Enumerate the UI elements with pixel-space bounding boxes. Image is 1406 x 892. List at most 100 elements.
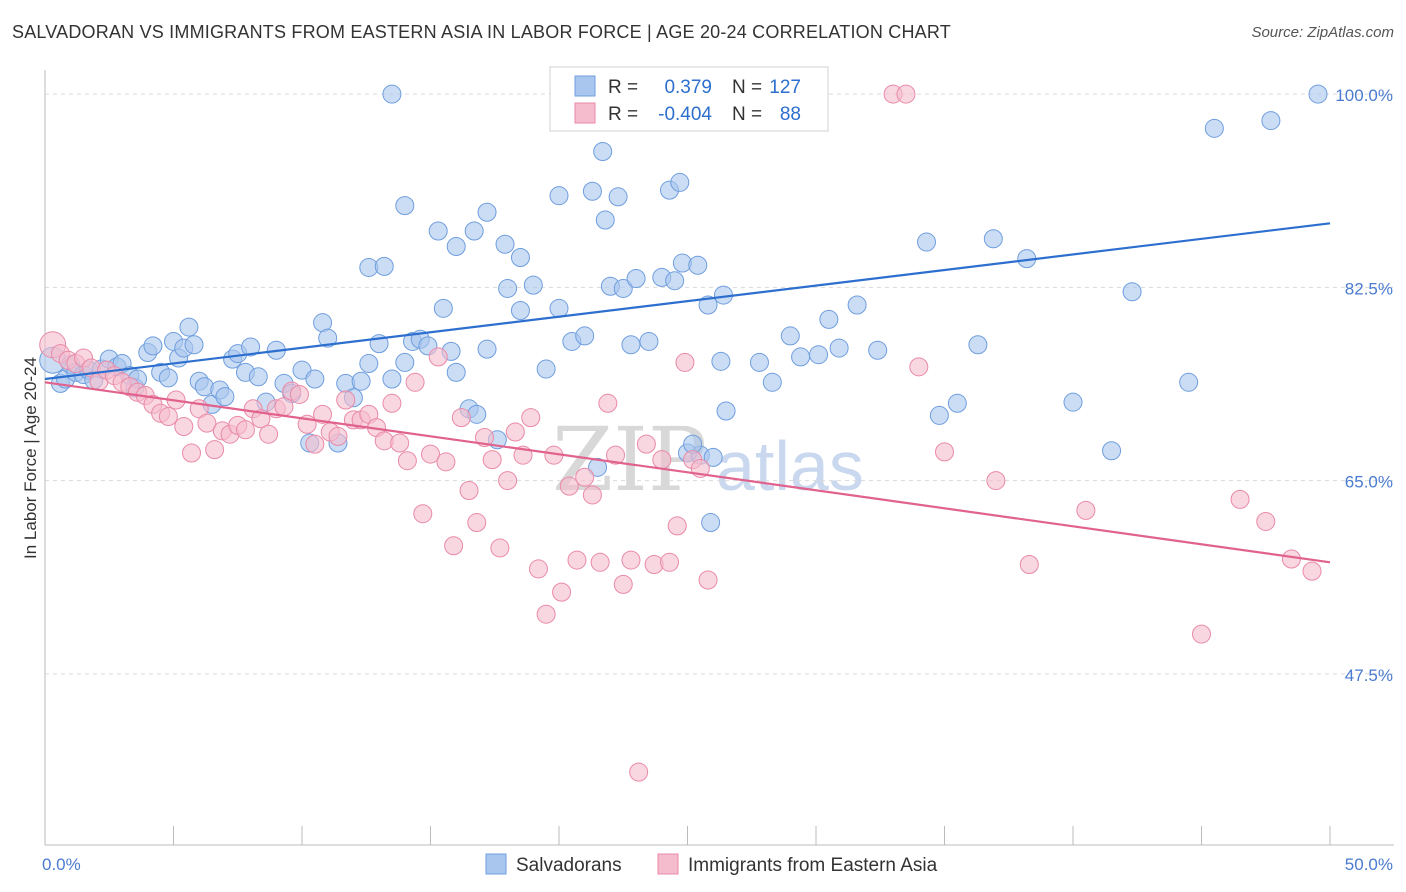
eastern-asia-point xyxy=(528,559,548,579)
eastern-asia-point xyxy=(621,550,641,570)
salvadoran-point xyxy=(749,352,769,372)
chart-source: Source: ZipAtlas.com xyxy=(1251,24,1394,41)
eastern-asia-point xyxy=(436,452,456,472)
salvadoran-point xyxy=(510,248,530,268)
eastern-asia-point xyxy=(1019,555,1039,575)
eastern-asia-point xyxy=(289,384,309,404)
eastern-asia-point xyxy=(421,444,440,464)
eastern-asia-point xyxy=(1256,511,1276,531)
eastern-asia-point xyxy=(636,434,656,454)
salvadoran-point xyxy=(467,404,487,424)
correlation-legend: R = 0.379 N = 127 R = -0.404 N = 88 xyxy=(549,66,829,132)
eastern-asia-point xyxy=(582,485,602,505)
salvadoran-point xyxy=(791,347,811,367)
eastern-asia-point xyxy=(428,347,448,367)
salvadoran-point xyxy=(819,309,839,329)
eastern-asia-point xyxy=(197,413,217,433)
eastern-asia-point xyxy=(698,570,718,590)
salvadoran-point xyxy=(305,369,325,389)
salvadoran-point xyxy=(446,236,466,256)
salvadoran-point xyxy=(464,221,484,241)
eastern-asia-point xyxy=(413,504,433,524)
eastern-asia-point xyxy=(552,582,572,602)
salvadoran-point xyxy=(1122,282,1142,302)
eastern-asia-point xyxy=(459,481,479,501)
eastern-asia-point xyxy=(660,552,680,572)
salvadoran-point xyxy=(780,326,800,346)
salvadoran-point xyxy=(523,275,543,295)
bottom-legend-swatch-blue xyxy=(485,853,507,875)
eastern-asia-point xyxy=(1076,500,1096,520)
salvadoran-point xyxy=(477,339,497,359)
salvadoran-point xyxy=(947,393,967,413)
salvadoran-point xyxy=(351,371,371,391)
salvadoran-point xyxy=(595,210,615,230)
salvadoran-point xyxy=(809,345,829,365)
salvadoran-point xyxy=(179,317,199,337)
eastern-asia-point xyxy=(259,424,279,444)
legend-r-value-1: 0.379 xyxy=(664,77,712,98)
salvadoran-point xyxy=(575,326,595,346)
eastern-asia-point xyxy=(305,434,325,454)
salvadoran-point xyxy=(829,338,849,358)
salvadoran-point xyxy=(711,351,731,371)
eastern-asia-point xyxy=(567,550,587,570)
eastern-asia-point xyxy=(1281,549,1301,569)
salvadoran-point xyxy=(495,234,515,254)
salvadoran-point xyxy=(143,336,163,356)
salvadoran-point xyxy=(248,367,268,387)
series-legend: Salvadorans Immigrants from Eastern Asia xyxy=(485,853,938,876)
eastern-asia-point xyxy=(235,420,255,440)
salvadoran-point xyxy=(549,186,569,206)
salvadoran-point xyxy=(1261,111,1281,131)
eastern-asia-point xyxy=(181,443,201,463)
salvadoran-point xyxy=(639,331,659,351)
salvadoran-point xyxy=(446,362,466,382)
salvadoran-point xyxy=(582,181,602,201)
eastern-asia-point xyxy=(467,513,487,533)
salvadoran-point xyxy=(593,142,613,162)
salvadoran-point xyxy=(868,340,888,360)
x-tick-labels: 0.0% 50.0% xyxy=(42,855,1393,874)
eastern-asia-point xyxy=(909,357,929,377)
chart-title: SALVADORAN VS IMMIGRANTS FROM EASTERN AS… xyxy=(12,22,951,42)
salvadoran-point xyxy=(929,405,949,425)
salvadoran-point xyxy=(917,232,937,252)
y-tick-label: 100.0% xyxy=(1335,86,1393,105)
x-tick-label: 0.0% xyxy=(42,855,81,874)
eastern-asia-point xyxy=(935,442,954,462)
salvadoran-point xyxy=(983,229,1003,249)
eastern-asia-point xyxy=(1192,624,1211,644)
salvadoran-point xyxy=(374,256,394,276)
eastern-asia-point xyxy=(1230,489,1250,509)
salvadoran-point xyxy=(1063,392,1083,412)
salvadoran-point xyxy=(665,271,685,291)
eastern-asia-point xyxy=(575,467,595,487)
salvadoran-point xyxy=(588,457,608,477)
eastern-asia-point xyxy=(482,450,502,470)
salvadoran-point xyxy=(613,278,633,298)
eastern-asia-point xyxy=(490,538,510,558)
eastern-asia-point xyxy=(328,426,348,446)
eastern-asia-point xyxy=(629,762,649,782)
eastern-asia-point xyxy=(405,372,425,392)
trend-lines xyxy=(44,222,1331,564)
eastern-asia-point xyxy=(382,393,402,413)
eastern-asia-point xyxy=(444,536,464,556)
salvadoran-point xyxy=(549,298,569,318)
salvadoran-point xyxy=(621,335,641,355)
eastern-asia-point xyxy=(1302,561,1322,581)
salvadoran-point xyxy=(703,447,723,467)
salvadorans-trend-line xyxy=(44,222,1331,381)
salvadoran-point xyxy=(382,369,402,389)
eastern-asia-point xyxy=(313,404,333,424)
legend-r-label-1: R = xyxy=(608,77,638,98)
salvadoran-point xyxy=(698,295,718,315)
eastern-asia-trend-line xyxy=(44,381,1331,564)
eastern-asia-point xyxy=(986,471,1006,491)
eastern-asia-point xyxy=(451,408,471,428)
salvadoran-point xyxy=(382,84,402,104)
eastern-asia-point xyxy=(606,445,626,465)
eastern-asia-point xyxy=(474,428,494,448)
salvadoran-point xyxy=(536,359,556,379)
